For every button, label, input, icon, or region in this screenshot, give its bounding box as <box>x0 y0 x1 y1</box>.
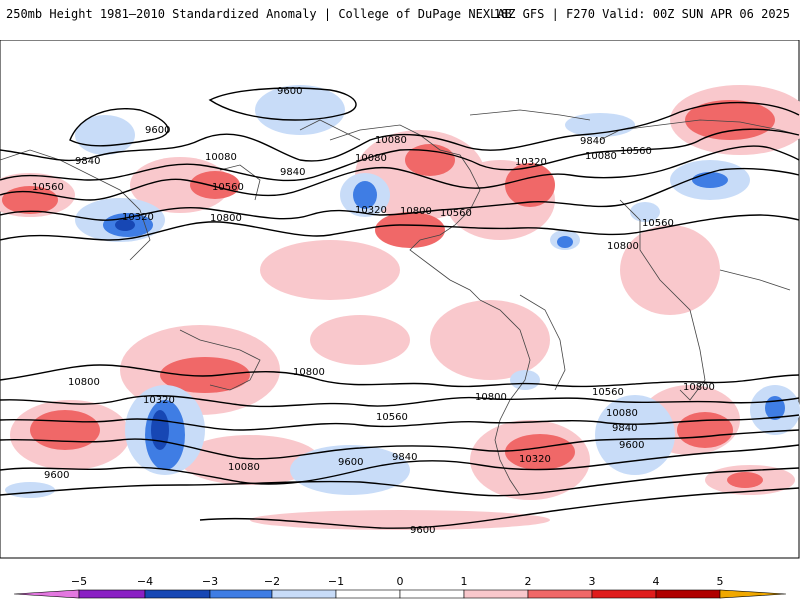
contour-label: 10560 <box>376 412 408 423</box>
contour-label: 10320 <box>519 454 551 465</box>
colorbar-swatch <box>719 589 787 599</box>
contour-label: 10800 <box>68 377 100 388</box>
colorbar-tick-label: −2 <box>264 575 280 588</box>
colorbar-swatch <box>144 589 211 599</box>
contour-label: 10080 <box>205 152 237 163</box>
contour-label: 10800 <box>293 367 325 378</box>
anomaly-map: 9600 9600 9840 9840 10080 10080 10320 10… <box>0 40 800 559</box>
map-canvas: 9600 9600 9840 9840 10080 10080 10320 10… <box>0 40 800 559</box>
contour-label: 10080 <box>355 153 387 164</box>
header: 250mb Height 1981–2010 Standardized Anom… <box>0 0 800 30</box>
colorbar-swatches <box>13 589 787 599</box>
colorbar-tick-label: 5 <box>717 575 724 588</box>
height-contours <box>0 87 800 529</box>
contour-label: 10800 <box>475 392 507 403</box>
contour-label: 9600 <box>410 525 435 536</box>
contour-label: 9840 <box>280 167 305 178</box>
colorbar-tick-label: 1 <box>461 575 468 588</box>
contour-label: 10560 <box>212 182 244 193</box>
colorbar-swatch <box>13 589 80 599</box>
contour-label: 10320 <box>515 157 547 168</box>
contour-label: 10560 <box>642 218 674 229</box>
contour-label: 10080 <box>228 462 260 473</box>
contour-label: 10560 <box>620 146 652 157</box>
colorbar-tick-label: 3 <box>589 575 596 588</box>
colorbar-swatch <box>527 589 593 599</box>
contour-label: 10800 <box>400 206 432 217</box>
colorbar-tick-label: −1 <box>328 575 344 588</box>
contour-label: 10560 <box>592 387 624 398</box>
colorbar-swatch <box>591 589 657 599</box>
contour-label: 10080 <box>585 151 617 162</box>
valid-time-title: 18Z GFS | F270 Valid: 00Z SUN APR 06 202… <box>493 7 790 21</box>
contour-label: 10080 <box>606 408 638 419</box>
colorbar-tick-label: 0 <box>397 575 404 588</box>
contour-label: 10560 <box>32 182 64 193</box>
anomaly-shading <box>0 85 800 530</box>
contour-label: 10560 <box>440 208 472 219</box>
colorbar-swatch <box>78 589 146 599</box>
colorbar-tick-label: 4 <box>653 575 660 588</box>
contour-label: 9600 <box>145 125 170 136</box>
colorbar-swatch <box>399 589 465 599</box>
colorbar-swatch <box>271 589 337 599</box>
contour-label: 9600 <box>619 440 644 451</box>
contour-label: 9840 <box>612 423 637 434</box>
colorbar-labels: −5 −4 −3 −2 −1 0 1 2 3 4 5 <box>71 575 724 588</box>
map-title: 250mb Height 1981–2010 Standardized Anom… <box>6 7 512 21</box>
colorbar-swatch <box>335 589 401 599</box>
contour-label: 9600 <box>277 86 302 97</box>
contour-label: 10800 <box>210 213 242 224</box>
contour-label: 10800 <box>683 382 715 393</box>
contour-label: 10320 <box>122 212 154 223</box>
colorbar-swatch <box>209 589 273 599</box>
contour-label: 9840 <box>75 156 100 167</box>
colorbar-svg: −5 −4 −3 −2 −1 0 1 2 3 4 5 <box>13 575 787 599</box>
colorbar-tick-label: −4 <box>137 575 153 588</box>
contour-label: 9600 <box>338 457 363 468</box>
colorbar-tick-label: 2 <box>525 575 532 588</box>
contour-label: 9840 <box>392 452 417 463</box>
contour-label: 10320 <box>143 395 175 406</box>
contour-label: 9600 <box>44 470 69 481</box>
colorbar-swatch <box>655 589 721 599</box>
contour-label: 10800 <box>607 241 639 252</box>
colorbar: −5 −4 −3 −2 −1 0 1 2 3 4 5 <box>0 572 800 600</box>
colorbar-tick-label: −5 <box>71 575 87 588</box>
contour-label: 10320 <box>355 205 387 216</box>
colorbar-tick-label: −3 <box>202 575 218 588</box>
contour-label: 9840 <box>580 136 605 147</box>
contour-labels: 9600 9600 9840 9840 10080 10080 10320 10… <box>32 86 715 536</box>
contour-label: 10080 <box>375 135 407 146</box>
colorbar-swatch <box>463 589 529 599</box>
